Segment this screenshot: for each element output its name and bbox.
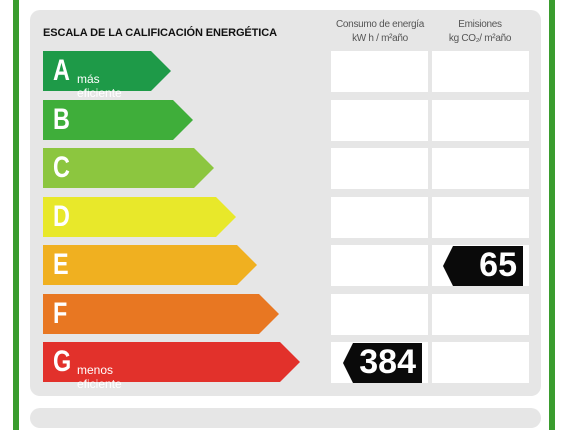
emissions-header-label: Emisiones (458, 19, 502, 30)
rating-arrow (43, 100, 193, 140)
consumption-value: 384 (359, 343, 416, 381)
rating-caption: más eficiente (77, 72, 122, 100)
emissions-cell-c (432, 148, 529, 189)
rating-letter: B (53, 103, 70, 136)
emissions-cell-d (432, 197, 529, 238)
rating-caption: menos eficiente (77, 363, 122, 391)
consumption-cell-a (331, 51, 428, 92)
consumption-value-arrow (343, 343, 422, 383)
consumption-header-label: Consumo de energía (336, 19, 424, 30)
consumption-header-unit: kW h / m²año (352, 33, 408, 44)
rating-letter: C (53, 151, 70, 184)
consumption-cell-f (331, 294, 428, 335)
rating-letter: E (53, 248, 69, 281)
consumption-value-tag: 384 (343, 343, 422, 383)
rating-arrow (43, 51, 171, 91)
rating-letter: F (53, 297, 68, 330)
consumption-header: Consumo de energía kW h / m²año (330, 18, 430, 46)
rating-letter: D (53, 200, 70, 233)
scale-title: ESCALA DE LA CALIFICACIÓN ENERGÉTICA (43, 27, 277, 39)
emissions-value-tag: 65 (443, 246, 523, 286)
emissions-cell-g (432, 342, 529, 383)
emissions-value-arrow (443, 246, 523, 286)
consumption-cell-e (331, 245, 428, 286)
emissions-cell-a (432, 51, 529, 92)
rating-arrow (43, 294, 279, 334)
rating-arrow (43, 197, 236, 237)
rating-arrow (43, 148, 214, 188)
emissions-header-unit: kg CO₂/ m²año (448, 33, 512, 44)
emissions-value: 65 (479, 246, 517, 284)
emissions-cell-f (432, 294, 529, 335)
rating-letter: A (53, 54, 70, 87)
rating-arrow (43, 342, 300, 382)
rating-arrow (43, 245, 257, 285)
emissions-cell-b (432, 100, 529, 141)
rating-letter: G (53, 345, 72, 378)
consumption-cell-b (331, 100, 428, 141)
lower-panel (30, 408, 541, 428)
emissions-header: Emisiones kg CO₂/ m²año (430, 18, 530, 46)
consumption-cell-d (331, 197, 428, 238)
consumption-cell-c (331, 148, 428, 189)
